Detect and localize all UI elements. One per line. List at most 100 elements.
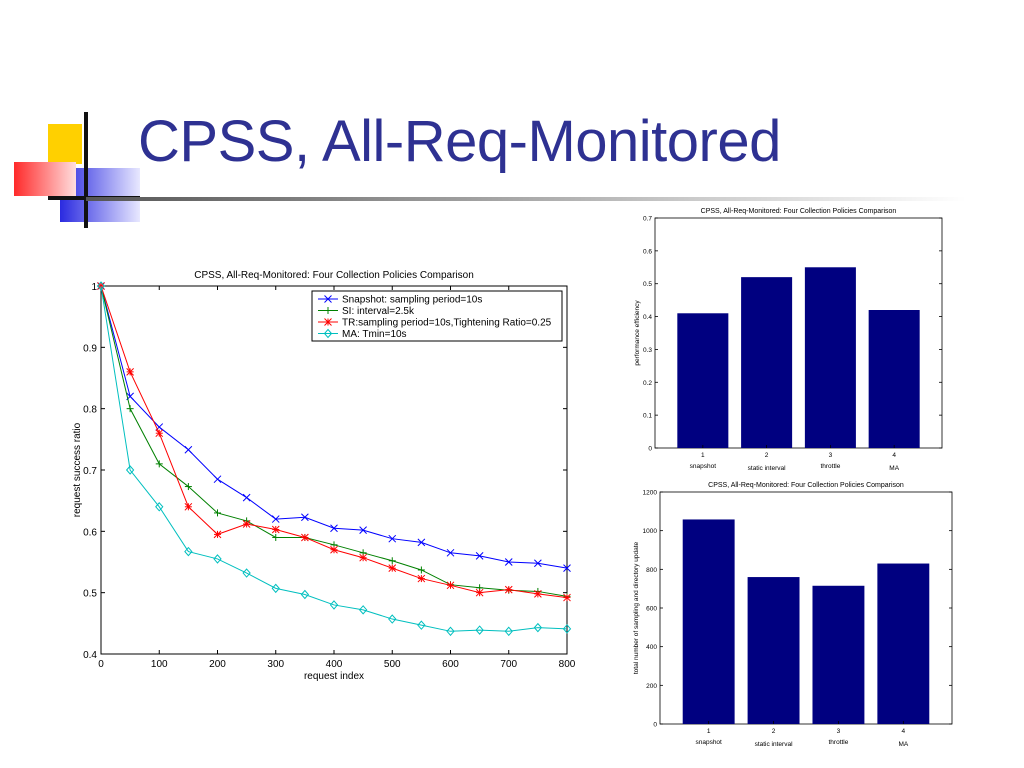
y-tick-label: 0.4 xyxy=(643,314,652,321)
legend-label: TR:sampling period=10s,Tightening Ratio=… xyxy=(342,318,552,329)
legend-label: MA: Tmin=10s xyxy=(342,329,407,340)
y-tick-label: 0.9 xyxy=(83,343,97,354)
data-point xyxy=(324,318,332,326)
data-point xyxy=(184,483,192,491)
data-point xyxy=(96,281,106,291)
line-chart-xlabel: request index xyxy=(304,671,364,682)
y-tick-label: 0.2 xyxy=(643,380,652,387)
data-point xyxy=(184,546,193,557)
data-point xyxy=(330,545,338,554)
data-point xyxy=(475,552,484,560)
y-tick-label: 0 xyxy=(653,722,657,729)
data-point xyxy=(504,558,513,566)
legend-entry: MA: Tmin=10s xyxy=(318,328,407,340)
data-point xyxy=(417,620,426,630)
bar xyxy=(747,577,800,724)
title-underline xyxy=(86,197,966,201)
data-point xyxy=(300,589,310,600)
x-tick-label: 200 xyxy=(209,659,226,670)
data-point xyxy=(388,614,397,624)
data-point xyxy=(534,559,542,568)
x-tick-label: 2 xyxy=(765,452,769,459)
data-point xyxy=(324,295,332,303)
bar xyxy=(812,585,865,724)
data-point xyxy=(271,515,280,523)
x-tick-label: 500 xyxy=(384,659,401,670)
data-point xyxy=(359,553,367,562)
data-point xyxy=(301,513,309,522)
y-tick-label: 0 xyxy=(648,446,652,453)
legend-entry: TR:sampling period=10s,Tightening Ratio=… xyxy=(318,318,552,329)
data-point xyxy=(214,509,221,517)
x-tick-label: 0 xyxy=(98,659,104,670)
y-tick-label: 1200 xyxy=(643,490,658,497)
bar xyxy=(877,563,930,724)
slide-title: CPSS, All-Req-Monitored xyxy=(138,109,781,174)
data-point xyxy=(272,533,280,541)
data-point xyxy=(301,533,309,542)
data-point xyxy=(242,568,251,578)
x-tick-label: 3 xyxy=(829,452,833,459)
data-point xyxy=(563,593,571,602)
data-point xyxy=(417,574,426,583)
series-2 xyxy=(97,282,571,602)
data-point xyxy=(417,566,425,574)
x-tick-label: 700 xyxy=(500,659,517,670)
x-tick-label: 100 xyxy=(151,659,168,670)
y-tick-label: 400 xyxy=(646,644,657,651)
line-chart: CPSS, All-Req-Monitored: Four Collection… xyxy=(72,270,576,682)
data-point xyxy=(534,590,542,598)
data-point xyxy=(213,475,222,484)
y-tick-label: 800 xyxy=(646,567,657,574)
data-point xyxy=(446,626,455,637)
data-point xyxy=(324,307,332,314)
bar xyxy=(868,310,920,448)
bar-chart-title: CPSS, All-Req-Monitored: Four Collection… xyxy=(701,208,897,215)
bar xyxy=(804,267,856,448)
data-point xyxy=(446,581,455,590)
data-point xyxy=(388,534,397,543)
data-point xyxy=(155,429,164,438)
line-chart-ylabel: request success ratio xyxy=(72,422,83,517)
legend-entry: Snapshot: sampling period=10s xyxy=(318,295,482,306)
y-tick-label: 0.8 xyxy=(83,405,97,416)
x-tick-label: 800 xyxy=(559,659,576,670)
series-line xyxy=(100,285,568,632)
y-tick-label: 0.7 xyxy=(643,216,652,223)
data-point xyxy=(126,368,134,376)
x-tick-label: 600 xyxy=(442,659,459,670)
y-tick-label: 0.5 xyxy=(83,589,97,600)
data-point xyxy=(504,585,513,594)
y-tick-label: 0.1 xyxy=(643,413,652,420)
y-tick-label: 0.6 xyxy=(83,527,97,538)
y-tick-label: 1000 xyxy=(643,528,658,535)
legend-entry: SI: interval=2.5k xyxy=(318,306,415,317)
bar-chart-title: CPSS, All-Req-Monitored: Four Collection… xyxy=(708,482,904,489)
x-tick-label: 400 xyxy=(326,659,343,670)
legend-label: Snapshot: sampling period=10s xyxy=(342,295,482,306)
y-tick-label: 0.7 xyxy=(83,466,97,477)
data-point xyxy=(388,557,396,565)
bar-chart-2: CPSS, All-Req-Monitored: Four Collection… xyxy=(633,482,953,748)
data-point xyxy=(329,600,339,610)
data-point xyxy=(155,502,164,512)
x-tick-label: 3 xyxy=(837,728,841,735)
x-tick-label: 300 xyxy=(267,659,284,670)
data-point xyxy=(271,525,280,534)
series-3 xyxy=(96,281,572,637)
y-tick-label: 0.4 xyxy=(83,650,97,661)
category-label: snapshot xyxy=(690,463,717,470)
bar-chart-ylabel: performance efficiency xyxy=(634,300,641,366)
legend-box xyxy=(311,290,563,342)
data-point xyxy=(242,493,251,502)
data-point xyxy=(271,583,280,594)
bar-chart-ylabel: total number of sampling and directory u… xyxy=(633,541,640,674)
category-label: static interval xyxy=(755,741,793,748)
category-label: static interval xyxy=(748,465,786,472)
data-point xyxy=(330,524,338,533)
data-point xyxy=(323,328,333,339)
data-point xyxy=(563,564,571,572)
data-point xyxy=(155,460,163,468)
y-tick-label: 600 xyxy=(646,606,657,613)
